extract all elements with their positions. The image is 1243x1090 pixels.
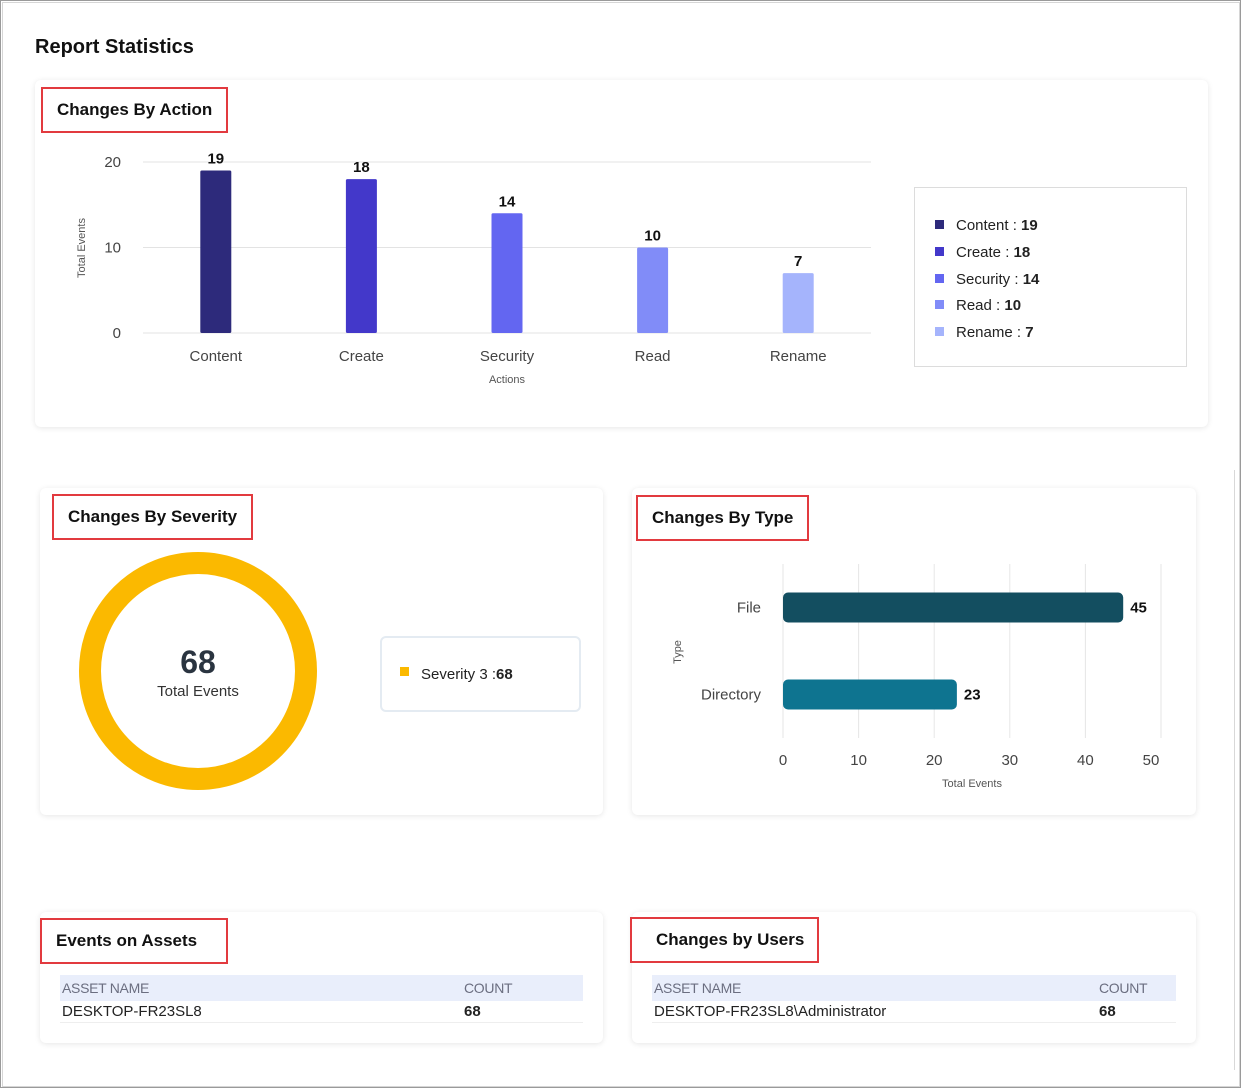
bar-create[interactable] xyxy=(345,179,377,333)
x-tick-label: 40 xyxy=(1077,752,1094,769)
changes-by-action-chart: 0 10 20 19 Content 18 Create 14 Security 10 Read 7 R… xyxy=(76,151,871,386)
bar-content[interactable] xyxy=(200,170,232,333)
page-title: Report Statistics xyxy=(35,36,194,58)
legend-swatch xyxy=(935,247,944,256)
x-tick-label-security: Security xyxy=(480,348,535,365)
table-header-row: ASSET NAME COUNT xyxy=(60,975,583,1001)
events-on-assets-title: Events on Assets xyxy=(40,918,228,964)
y-tick-label: 20 xyxy=(104,154,121,171)
y-tick-label: 0 xyxy=(113,325,121,342)
column-header-count: COUNT xyxy=(462,975,583,1001)
x-tick-label-rename: Rename xyxy=(770,348,827,365)
legend-item-security: Security : 14 xyxy=(935,271,1039,288)
changes-by-users-card: Changes by Users ASSET NAME COUNT DESKTO… xyxy=(630,912,1196,1043)
severity-3-slice xyxy=(79,552,317,790)
x-tick-label-content: Content xyxy=(190,348,243,365)
asset-name-cell: DESKTOP-FR23SL8 xyxy=(60,1001,462,1023)
data-label-content: 19 xyxy=(207,151,224,168)
changes-by-users-title: Changes by Users xyxy=(630,917,819,963)
x-axis-label: Total Events xyxy=(942,778,1002,790)
changes-by-type-title: Changes By Type xyxy=(636,495,810,541)
bar-read[interactable] xyxy=(637,247,669,334)
data-label-file: 45 xyxy=(1130,600,1147,617)
x-tick-label: 30 xyxy=(1001,752,1018,769)
changes-by-action-legend: Content : 19 Create : 18 Security : 14 R… xyxy=(914,187,1187,367)
legend-item-content: Content : 19 xyxy=(935,217,1038,234)
legend-item-rename: Rename : 7 xyxy=(935,324,1034,341)
changes-by-severity-card: Changes By Severity 68 Total Events Seve… xyxy=(40,488,603,815)
legend-swatch xyxy=(935,274,944,283)
column-header-count: COUNT xyxy=(1097,975,1176,1001)
x-tick-label: 50 xyxy=(1143,752,1160,769)
data-label-create: 18 xyxy=(353,159,370,176)
changes-by-action-title: Changes By Action xyxy=(41,87,229,133)
severity-donut-chart xyxy=(79,552,317,790)
events-on-assets-table: ASSET NAME COUNT DESKTOP-FR23SL8 68 xyxy=(60,975,583,1023)
column-header-asset-name: ASSET NAME xyxy=(60,975,462,1001)
events-on-assets-card: Events on Assets ASSET NAME COUNT DESKTO… xyxy=(40,912,603,1043)
data-label-security: 14 xyxy=(499,193,516,210)
bar-directory[interactable] xyxy=(783,679,957,710)
scroll-track xyxy=(1234,470,1235,1070)
table-row: DESKTOP-FR23SL8\Administrator 68 xyxy=(652,1001,1176,1023)
legend-item-read: Read : 10 xyxy=(935,297,1021,314)
y-axis-label: Type xyxy=(672,640,684,664)
x-axis-label: Actions xyxy=(489,374,526,386)
severity-legend: Severity 3 :68 xyxy=(380,636,581,712)
data-label-directory: 23 xyxy=(964,687,981,704)
bar-security[interactable] xyxy=(491,213,523,333)
user-name-cell: DESKTOP-FR23SL8\Administrator xyxy=(652,1001,1097,1023)
x-tick-label: 20 xyxy=(926,752,943,769)
changes-by-users-table: ASSET NAME COUNT DESKTOP-FR23SL8\Adminis… xyxy=(652,975,1176,1023)
legend-swatch xyxy=(935,300,944,309)
changes-by-type-card: Changes By Type 0 10 20 30 40 50 45 File 23 Direc… xyxy=(632,488,1196,815)
y-tick-label-file: File xyxy=(737,600,761,617)
count-cell: 68 xyxy=(462,1001,583,1023)
data-label-read: 10 xyxy=(644,228,661,245)
bar-rename[interactable] xyxy=(782,273,814,333)
changes-by-action-card: Changes By Action 0 10 20 19 Content 18 Create… xyxy=(35,80,1208,427)
legend-swatch xyxy=(935,220,944,229)
y-tick-label-directory: Directory xyxy=(701,687,762,704)
changes-by-type-chart: 0 10 20 30 40 50 45 File 23 Directory Type Total … xyxy=(672,564,1162,790)
bar-file[interactable] xyxy=(783,592,1124,623)
x-tick-label: 0 xyxy=(779,752,787,769)
total-events-value: 68 xyxy=(180,644,216,680)
table-header-row: ASSET NAME COUNT xyxy=(652,975,1176,1001)
total-events-label: Total Events xyxy=(157,683,239,700)
x-tick-label: 10 xyxy=(850,752,867,769)
count-cell: 68 xyxy=(1097,1001,1176,1023)
legend-item-severity-3: Severity 3 :68 xyxy=(400,666,513,683)
table-row: DESKTOP-FR23SL8 68 xyxy=(60,1001,583,1023)
x-tick-label-read: Read xyxy=(635,348,671,365)
y-tick-label: 10 xyxy=(104,240,121,257)
x-tick-label-create: Create xyxy=(339,348,384,365)
legend-swatch xyxy=(935,327,944,336)
column-header-asset-name: ASSET NAME xyxy=(652,975,1097,1001)
changes-by-severity-title: Changes By Severity xyxy=(52,494,254,540)
legend-item-create: Create : 18 xyxy=(935,244,1030,261)
data-label-rename: 7 xyxy=(794,253,802,270)
donut-center: 68 Total Events xyxy=(118,644,278,700)
y-axis-label: Total Events xyxy=(76,218,88,278)
legend-swatch xyxy=(400,667,409,676)
